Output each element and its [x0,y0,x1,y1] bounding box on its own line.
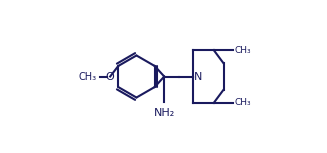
Text: O: O [106,71,114,82]
Text: NH₂: NH₂ [154,108,175,118]
Text: CH₃: CH₃ [235,46,251,55]
Text: N: N [194,71,202,82]
Text: CH₃: CH₃ [235,98,251,107]
Text: CH₃: CH₃ [79,71,97,82]
